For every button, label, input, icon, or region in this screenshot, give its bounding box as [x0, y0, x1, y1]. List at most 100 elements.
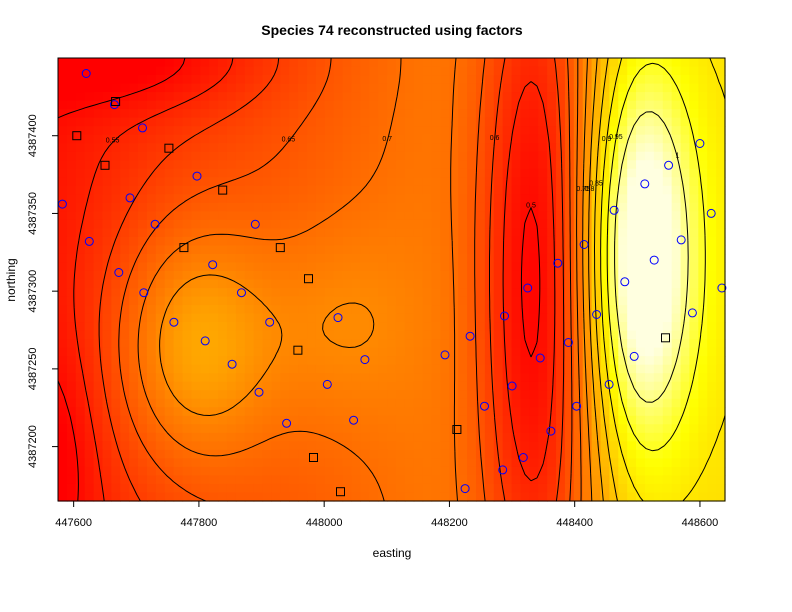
heatmap-cell — [298, 211, 308, 221]
heatmap-cell — [573, 458, 584, 468]
heatmap-cell — [493, 134, 504, 144]
heatmap-cell — [369, 373, 379, 383]
heatmap-cell — [280, 66, 290, 76]
heatmap-cell — [360, 236, 370, 247]
heatmap-cell — [324, 305, 335, 315]
heatmap-cell — [458, 202, 468, 212]
heatmap-cell — [653, 126, 664, 136]
heatmap-cell — [547, 458, 557, 468]
heatmap-cell — [66, 83, 77, 93]
heatmap-cell — [155, 194, 166, 204]
heatmap-cell — [627, 151, 637, 161]
heatmap-cell — [84, 236, 95, 247]
heatmap-cell — [698, 432, 708, 442]
heatmap-cell — [475, 398, 486, 408]
heatmap-cell — [262, 347, 273, 357]
heatmap-cell — [218, 432, 228, 442]
heatmap-cell — [413, 168, 424, 178]
heatmap-cell — [182, 330, 192, 340]
heatmap-cell — [164, 219, 175, 229]
heatmap-cell — [289, 270, 299, 281]
heatmap-cell — [360, 322, 370, 332]
heatmap-cell — [689, 288, 699, 298]
contour-label: 0.6 — [490, 135, 500, 142]
heatmap-cell — [102, 202, 112, 212]
heatmap-cell — [538, 75, 548, 85]
heatmap-cell — [564, 313, 575, 323]
heatmap-cell — [66, 194, 77, 204]
heatmap-cell — [458, 177, 468, 187]
heatmap-cell — [698, 100, 708, 110]
heatmap-cell — [636, 432, 646, 442]
heatmap-cell — [298, 313, 308, 323]
heatmap-cell — [146, 245, 157, 255]
heatmap-cell — [556, 92, 566, 102]
heatmap-cell — [689, 151, 699, 161]
heatmap-cell — [111, 483, 121, 494]
heatmap-cell — [538, 253, 548, 264]
heatmap-cell — [93, 151, 104, 161]
heatmap-cell — [609, 151, 619, 161]
heatmap-cell — [547, 270, 557, 281]
heatmap-cell — [138, 347, 148, 357]
heatmap-cell — [351, 83, 361, 93]
heatmap-cell — [511, 236, 522, 247]
heatmap-cell — [395, 279, 406, 289]
heatmap-cell — [502, 134, 513, 144]
heatmap-cell — [351, 211, 361, 221]
heatmap-cell — [662, 58, 673, 68]
heatmap-cell — [440, 381, 450, 391]
heatmap-cell — [58, 66, 68, 76]
heatmap-cell — [369, 407, 379, 417]
heatmap-cell — [609, 483, 619, 494]
heatmap-cell — [511, 194, 522, 204]
heatmap-cell — [671, 228, 682, 238]
sample-point-square — [309, 453, 318, 462]
heatmap-cell — [618, 245, 628, 255]
heatmap-cell — [289, 262, 299, 272]
heatmap-cell — [689, 143, 699, 153]
heatmap-cell — [573, 483, 584, 494]
heatmap-cell — [84, 475, 95, 485]
heatmap-cell — [271, 236, 281, 247]
heatmap-cell — [671, 347, 682, 357]
heatmap-cell — [342, 322, 353, 332]
heatmap-cell — [218, 398, 228, 408]
heatmap-cell — [529, 356, 539, 366]
heatmap-cell — [271, 92, 281, 102]
heatmap-cell — [600, 475, 610, 485]
heatmap-cell — [404, 296, 415, 306]
heatmap-cell — [369, 339, 379, 349]
heatmap-cell — [653, 75, 664, 85]
heatmap-cell — [209, 441, 219, 451]
heatmap-cell — [493, 322, 504, 332]
heatmap-cell — [138, 262, 148, 272]
heatmap-cell — [716, 356, 726, 366]
sample-point-circle — [282, 418, 292, 428]
heatmap-cell — [609, 100, 619, 110]
heatmap-cell — [680, 475, 691, 485]
heatmap-cell — [493, 381, 504, 391]
heatmap-cell — [716, 347, 726, 357]
heatmap-cell — [164, 66, 175, 76]
heatmap-cell — [680, 134, 691, 144]
heatmap-cell — [467, 83, 477, 93]
heatmap-cell — [209, 288, 219, 298]
heatmap-cell — [138, 492, 148, 502]
heatmap-cell — [138, 449, 148, 459]
heatmap-cell — [716, 228, 726, 238]
heatmap-cell — [413, 398, 424, 408]
heatmap-cell — [431, 347, 442, 357]
heatmap-cell — [155, 407, 166, 417]
heatmap-cell — [360, 279, 370, 289]
heatmap-cell — [707, 202, 717, 212]
heatmap-cell — [573, 305, 584, 315]
heatmap-cell — [538, 313, 548, 323]
heatmap-cell — [698, 219, 708, 229]
heatmap-cell — [573, 100, 584, 110]
heatmap-cell — [520, 441, 530, 451]
heatmap-cell — [209, 109, 219, 119]
heatmap-cell — [698, 347, 708, 357]
heatmap-cell — [431, 390, 442, 400]
sample-point-circle — [81, 69, 91, 78]
